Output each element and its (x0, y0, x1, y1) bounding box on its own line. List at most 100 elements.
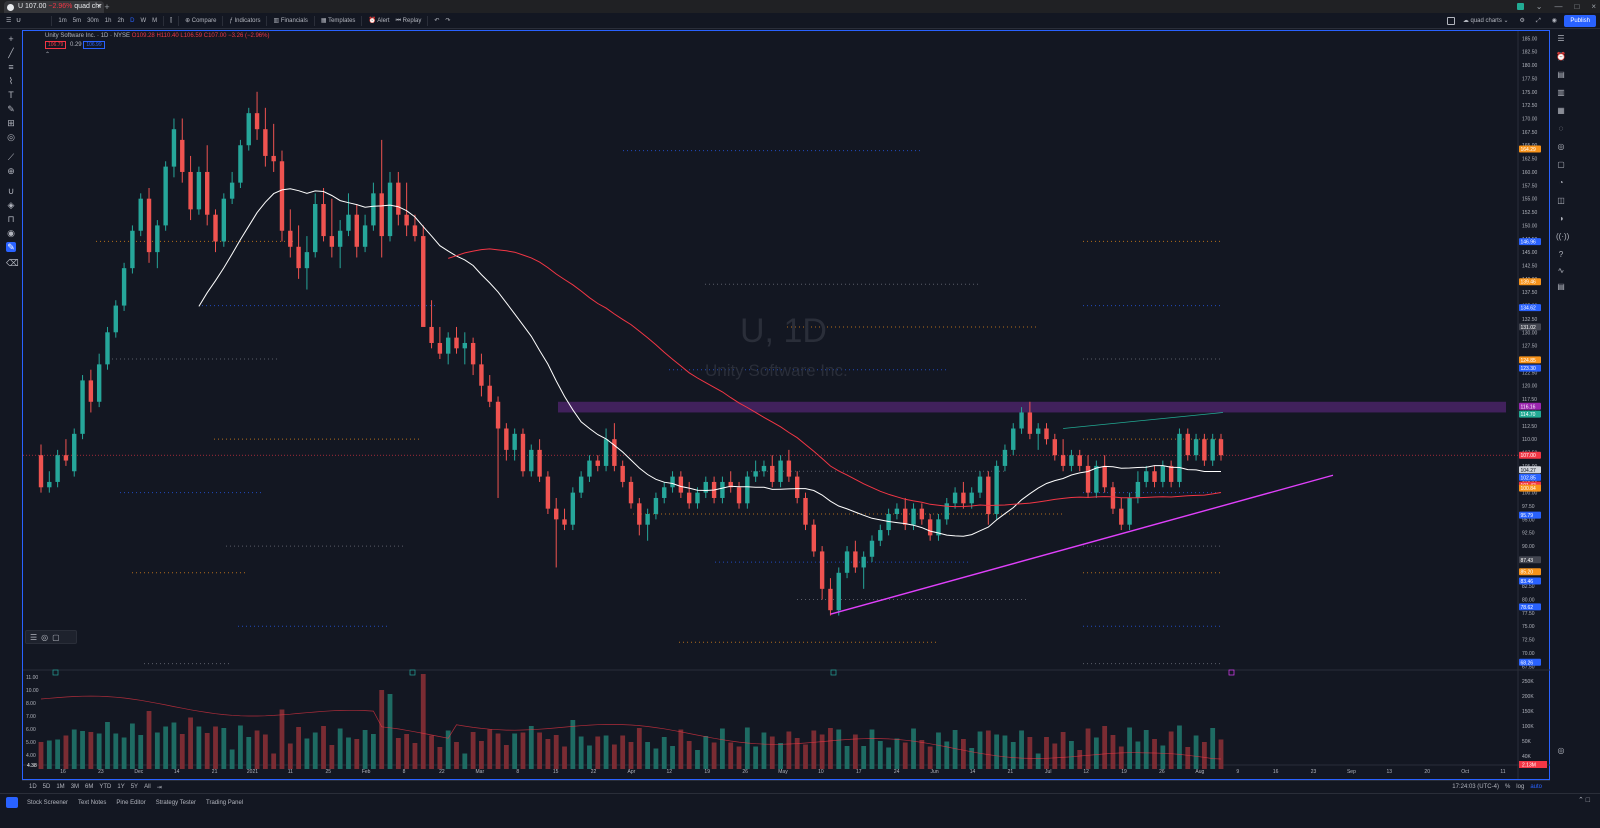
hotlists-icon[interactable]: ▥ (1557, 88, 1565, 97)
range-5d[interactable]: 5D (42, 784, 51, 790)
legend-symbol-name[interactable]: Unity Software Inc. (45, 33, 96, 39)
calendar-icon[interactable]: ▦ (1557, 106, 1565, 115)
interval-2h[interactable]: 2h (117, 17, 125, 24)
range-5y[interactable]: 5Y (130, 784, 139, 790)
ask-pill[interactable]: 106.99 (83, 41, 105, 49)
interval-1m[interactable]: 1m (58, 17, 67, 24)
percent-toggle[interactable]: % (1504, 784, 1511, 790)
legend-collapse-icon[interactable]: ⌃ (45, 52, 51, 58)
maximize-icon[interactable]: □ (1574, 2, 1580, 11)
data-window-icon[interactable]: ▤ (1557, 70, 1565, 79)
rect-select-icon[interactable]: ▢ (52, 632, 60, 642)
visibility-icon[interactable]: ◉ (7, 228, 15, 238)
minimize-icon[interactable]: — (1554, 2, 1563, 11)
dom-icon[interactable]: ◑ (1558, 214, 1564, 223)
auto-toggle[interactable]: auto (1530, 784, 1542, 790)
alerts-icon[interactable]: ⏰ (1556, 52, 1566, 61)
candle-body (371, 193, 376, 226)
trendline-tool-icon[interactable]: ╱ (8, 48, 14, 58)
range-1d[interactable]: 1D (29, 784, 37, 790)
ideas-icon[interactable]: ◌ (1558, 124, 1564, 133)
broadcast-icon[interactable]: ((·)) (1556, 232, 1570, 241)
log-toggle[interactable]: log (1516, 784, 1525, 790)
range-all[interactable]: All (144, 784, 151, 790)
range-6m[interactable]: 6M (85, 784, 94, 790)
range-1y[interactable]: 1Y (117, 784, 125, 790)
fullscreen-icon[interactable]: ⤢ (1535, 18, 1541, 24)
goto-date-icon[interactable]: ⇥ (156, 784, 162, 791)
chevron-down-icon[interactable]: ⌄ (1535, 2, 1543, 11)
layers-icon[interactable]: ▤ (1557, 282, 1565, 291)
interval-m[interactable]: M (152, 17, 158, 24)
price-label: 114.70 (1521, 412, 1536, 418)
templates-button[interactable]: ▦ Templates (320, 17, 356, 24)
bottom-tab-text-notes[interactable]: Text Notes (78, 800, 107, 806)
price-chart[interactable]: 185.00182.50180.00177.50175.00172.50170.… (23, 31, 1550, 779)
close-icon[interactable]: × (96, 3, 101, 10)
eye-icon[interactable]: ◎ (41, 632, 49, 642)
close-window-icon[interactable]: × (1591, 2, 1596, 11)
layout-grid-icon[interactable] (1446, 17, 1455, 25)
extension-icon[interactable] (1516, 3, 1524, 10)
measure-tool-icon[interactable]: ⊞ (7, 118, 15, 128)
brush-tool-icon[interactable]: ✎ (7, 104, 15, 114)
bottom-tab-pine-editor[interactable]: Pine Editor (116, 800, 146, 806)
bottom-tab-strategy-tester[interactable]: Strategy Tester (155, 800, 196, 806)
compare-button[interactable]: ⊕ Compare (185, 17, 217, 24)
alert-button[interactable]: ⏰ Alert (368, 17, 390, 24)
volume-bar (828, 728, 833, 769)
interval-1h[interactable]: 1h (104, 17, 112, 24)
help-icon[interactable]: ? (1558, 250, 1564, 259)
tradingview-logo-icon[interactable] (6, 797, 18, 808)
ruler-icon[interactable]: ⟋ (7, 152, 15, 162)
range-1m[interactable]: 1M (56, 784, 65, 790)
layout-name-button[interactable]: ☁ quad charts ⌄ (1462, 18, 1509, 24)
interval-w[interactable]: W (140, 17, 147, 24)
watermark-symbol: U, 1D (740, 312, 827, 350)
order-panel-icon[interactable]: ◫ (1557, 196, 1565, 205)
pulse-icon[interactable]: ∿ (1557, 266, 1565, 275)
clock-readout[interactable]: 17:24:03 (UTC-4) (1452, 784, 1499, 790)
chats-icon[interactable]: ▢ (1557, 160, 1565, 169)
chevron-up-icon[interactable]: ⌃ (1577, 797, 1584, 804)
eye-icon[interactable]: ◎ (7, 132, 15, 142)
range-3m[interactable]: 3M (70, 784, 80, 790)
interval-30m[interactable]: 30m (87, 17, 99, 24)
menu-icon[interactable]: ☰ (6, 17, 12, 24)
camera-icon[interactable]: ◉ (1551, 18, 1557, 24)
streams-icon[interactable]: ◎ (1557, 142, 1565, 151)
candle-body (229, 182, 235, 199)
zoom-icon[interactable]: ⊕ (7, 166, 15, 176)
magnet-icon[interactable]: ∪ (7, 186, 15, 196)
account-icon[interactable]: ◎ (1557, 746, 1565, 755)
bottom-tab-trading-panel[interactable]: Trading Panel (206, 800, 244, 806)
publish-button[interactable]: Publish (1564, 15, 1596, 27)
bid-pill[interactable]: 106.79 (45, 41, 67, 49)
lock-icon[interactable]: ⊓ (7, 214, 15, 224)
crosshair-icon[interactable]: + (8, 34, 14, 44)
indicators-button[interactable]: ƒ Indicators (229, 17, 261, 24)
interval-d[interactable]: D (130, 17, 135, 24)
watchlist-icon[interactable]: ☰ (1557, 34, 1565, 43)
notifications-icon[interactable]: ◔ (1558, 178, 1564, 187)
bottom-tab-stock-screener[interactable]: Stock Screener (27, 800, 69, 806)
range-ytd[interactable]: YTD (99, 784, 112, 790)
new-tab-button[interactable]: + (104, 2, 110, 12)
chart-type-button[interactable]: ⫿ (170, 17, 173, 24)
maximize-panel-icon[interactable]: □ (1585, 797, 1590, 804)
pattern-tool-icon[interactable]: ⌇ (8, 76, 14, 86)
undo-icon[interactable]: ↶ (434, 17, 440, 24)
browser-tab[interactable]: U 107.00 −2.96% quad chr × (4, 1, 104, 13)
trash-icon[interactable]: ⌫ (6, 258, 19, 268)
text-tool-icon[interactable]: T (8, 90, 14, 100)
financials-button[interactable]: ▥ Financials (273, 17, 308, 24)
replay-button[interactable]: ⏮ Replay (395, 17, 422, 24)
symbol-search-input[interactable] (14, 14, 49, 27)
settings-gear-icon[interactable]: ⚙ (1519, 18, 1525, 24)
object-tree-icon[interactable]: ☰ (30, 632, 38, 642)
favorites-icon[interactable]: ✎ (6, 242, 16, 252)
interval-5m[interactable]: 5m (72, 17, 82, 24)
lock-drawings-icon[interactable]: ◈ (7, 200, 15, 210)
redo-icon[interactable]: ↷ (445, 17, 451, 24)
fib-tool-icon[interactable]: ≡ (8, 62, 14, 72)
